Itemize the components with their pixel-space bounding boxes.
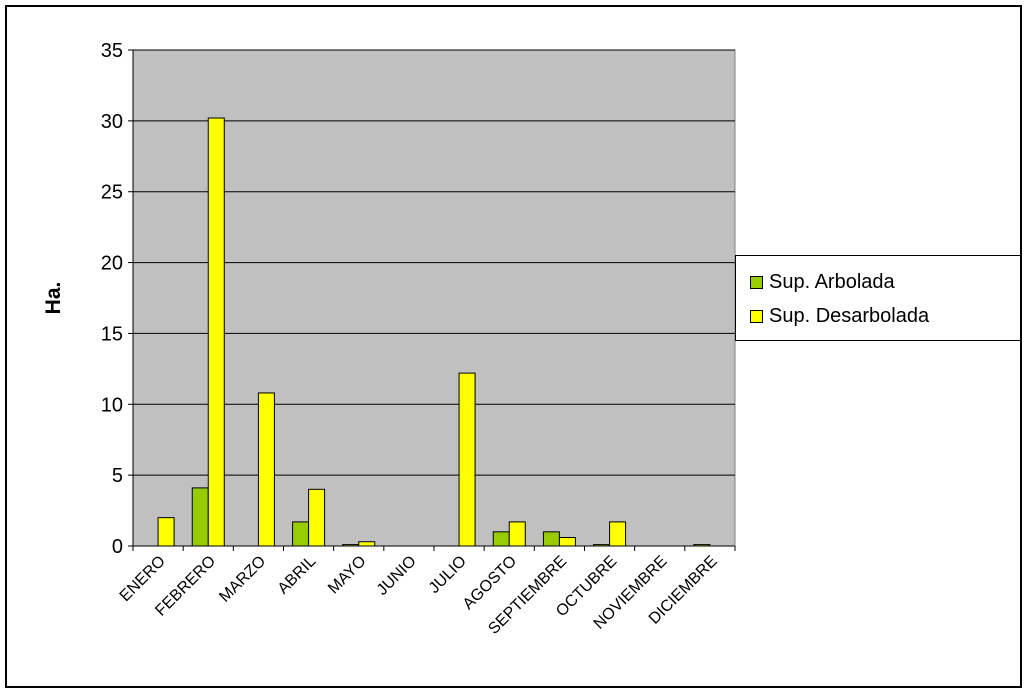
bar-sup-desarbolada-febrero (207, 117, 225, 547)
legend-item-desarbolada: Sup. Desarbolada (750, 303, 929, 329)
x-tick-label-junio: JUNIO (374, 553, 420, 599)
legend-label-arbolada: Sup. Arbolada (769, 270, 895, 293)
bar-sup-arbolada-agosto (492, 531, 510, 547)
bar-sup-arbolada-septiembre (542, 531, 560, 547)
y-tick-labels: 0 5 10 15 20 25 30 35 (101, 40, 123, 558)
y-tick-label: 0 (112, 536, 123, 558)
x-tick-label-mayo: MAYO (325, 553, 370, 598)
legend-item-arbolada: Sup. Arbolada (750, 269, 895, 295)
y-tick-label: 30 (101, 111, 123, 133)
y-tick-label: 25 (101, 182, 123, 204)
bar-sup-arbolada-abril (292, 521, 310, 547)
x-tick-label-enero: ENERO (117, 553, 169, 605)
bar-sup-desarbolada-mayo (358, 541, 376, 547)
legend: Sup. Arbolada Sup. Desarbolada (735, 255, 1021, 341)
bar-sup-desarbolada-julio (458, 372, 476, 547)
bar-sup-arbolada-febrero (191, 487, 209, 547)
bar-sup-desarbolada-abril (308, 488, 326, 547)
legend-label-desarbolada: Sup. Desarbolada (769, 304, 930, 327)
gridlines (133, 49, 735, 476)
bar-sup-desarbolada-septiembre (558, 536, 576, 547)
x-tick-label-julio: JULIO (426, 553, 470, 597)
y-tick-label: 15 (101, 323, 123, 345)
axes (128, 49, 736, 551)
bar-sup-desarbolada-marzo (257, 392, 275, 547)
x-tick-label-marzo: MARZO (216, 553, 269, 606)
x-tick-label-abril: ABRIL (275, 553, 320, 598)
bar-sup-desarbolada-enero (157, 517, 175, 547)
bar-sup-desarbolada-octubre (609, 521, 627, 547)
y-axis-label: Ha. (42, 282, 65, 315)
legend-swatch-desarbolada (750, 309, 763, 323)
y-tick-label: 35 (101, 40, 123, 62)
y-tick-label: 10 (101, 394, 123, 416)
bar-sup-desarbolada-agosto (508, 521, 526, 547)
plot-area (132, 49, 736, 547)
y-tick-label: 20 (101, 253, 123, 275)
y-tick-label: 5 (112, 465, 123, 487)
legend-swatch-arbolada (750, 275, 763, 289)
